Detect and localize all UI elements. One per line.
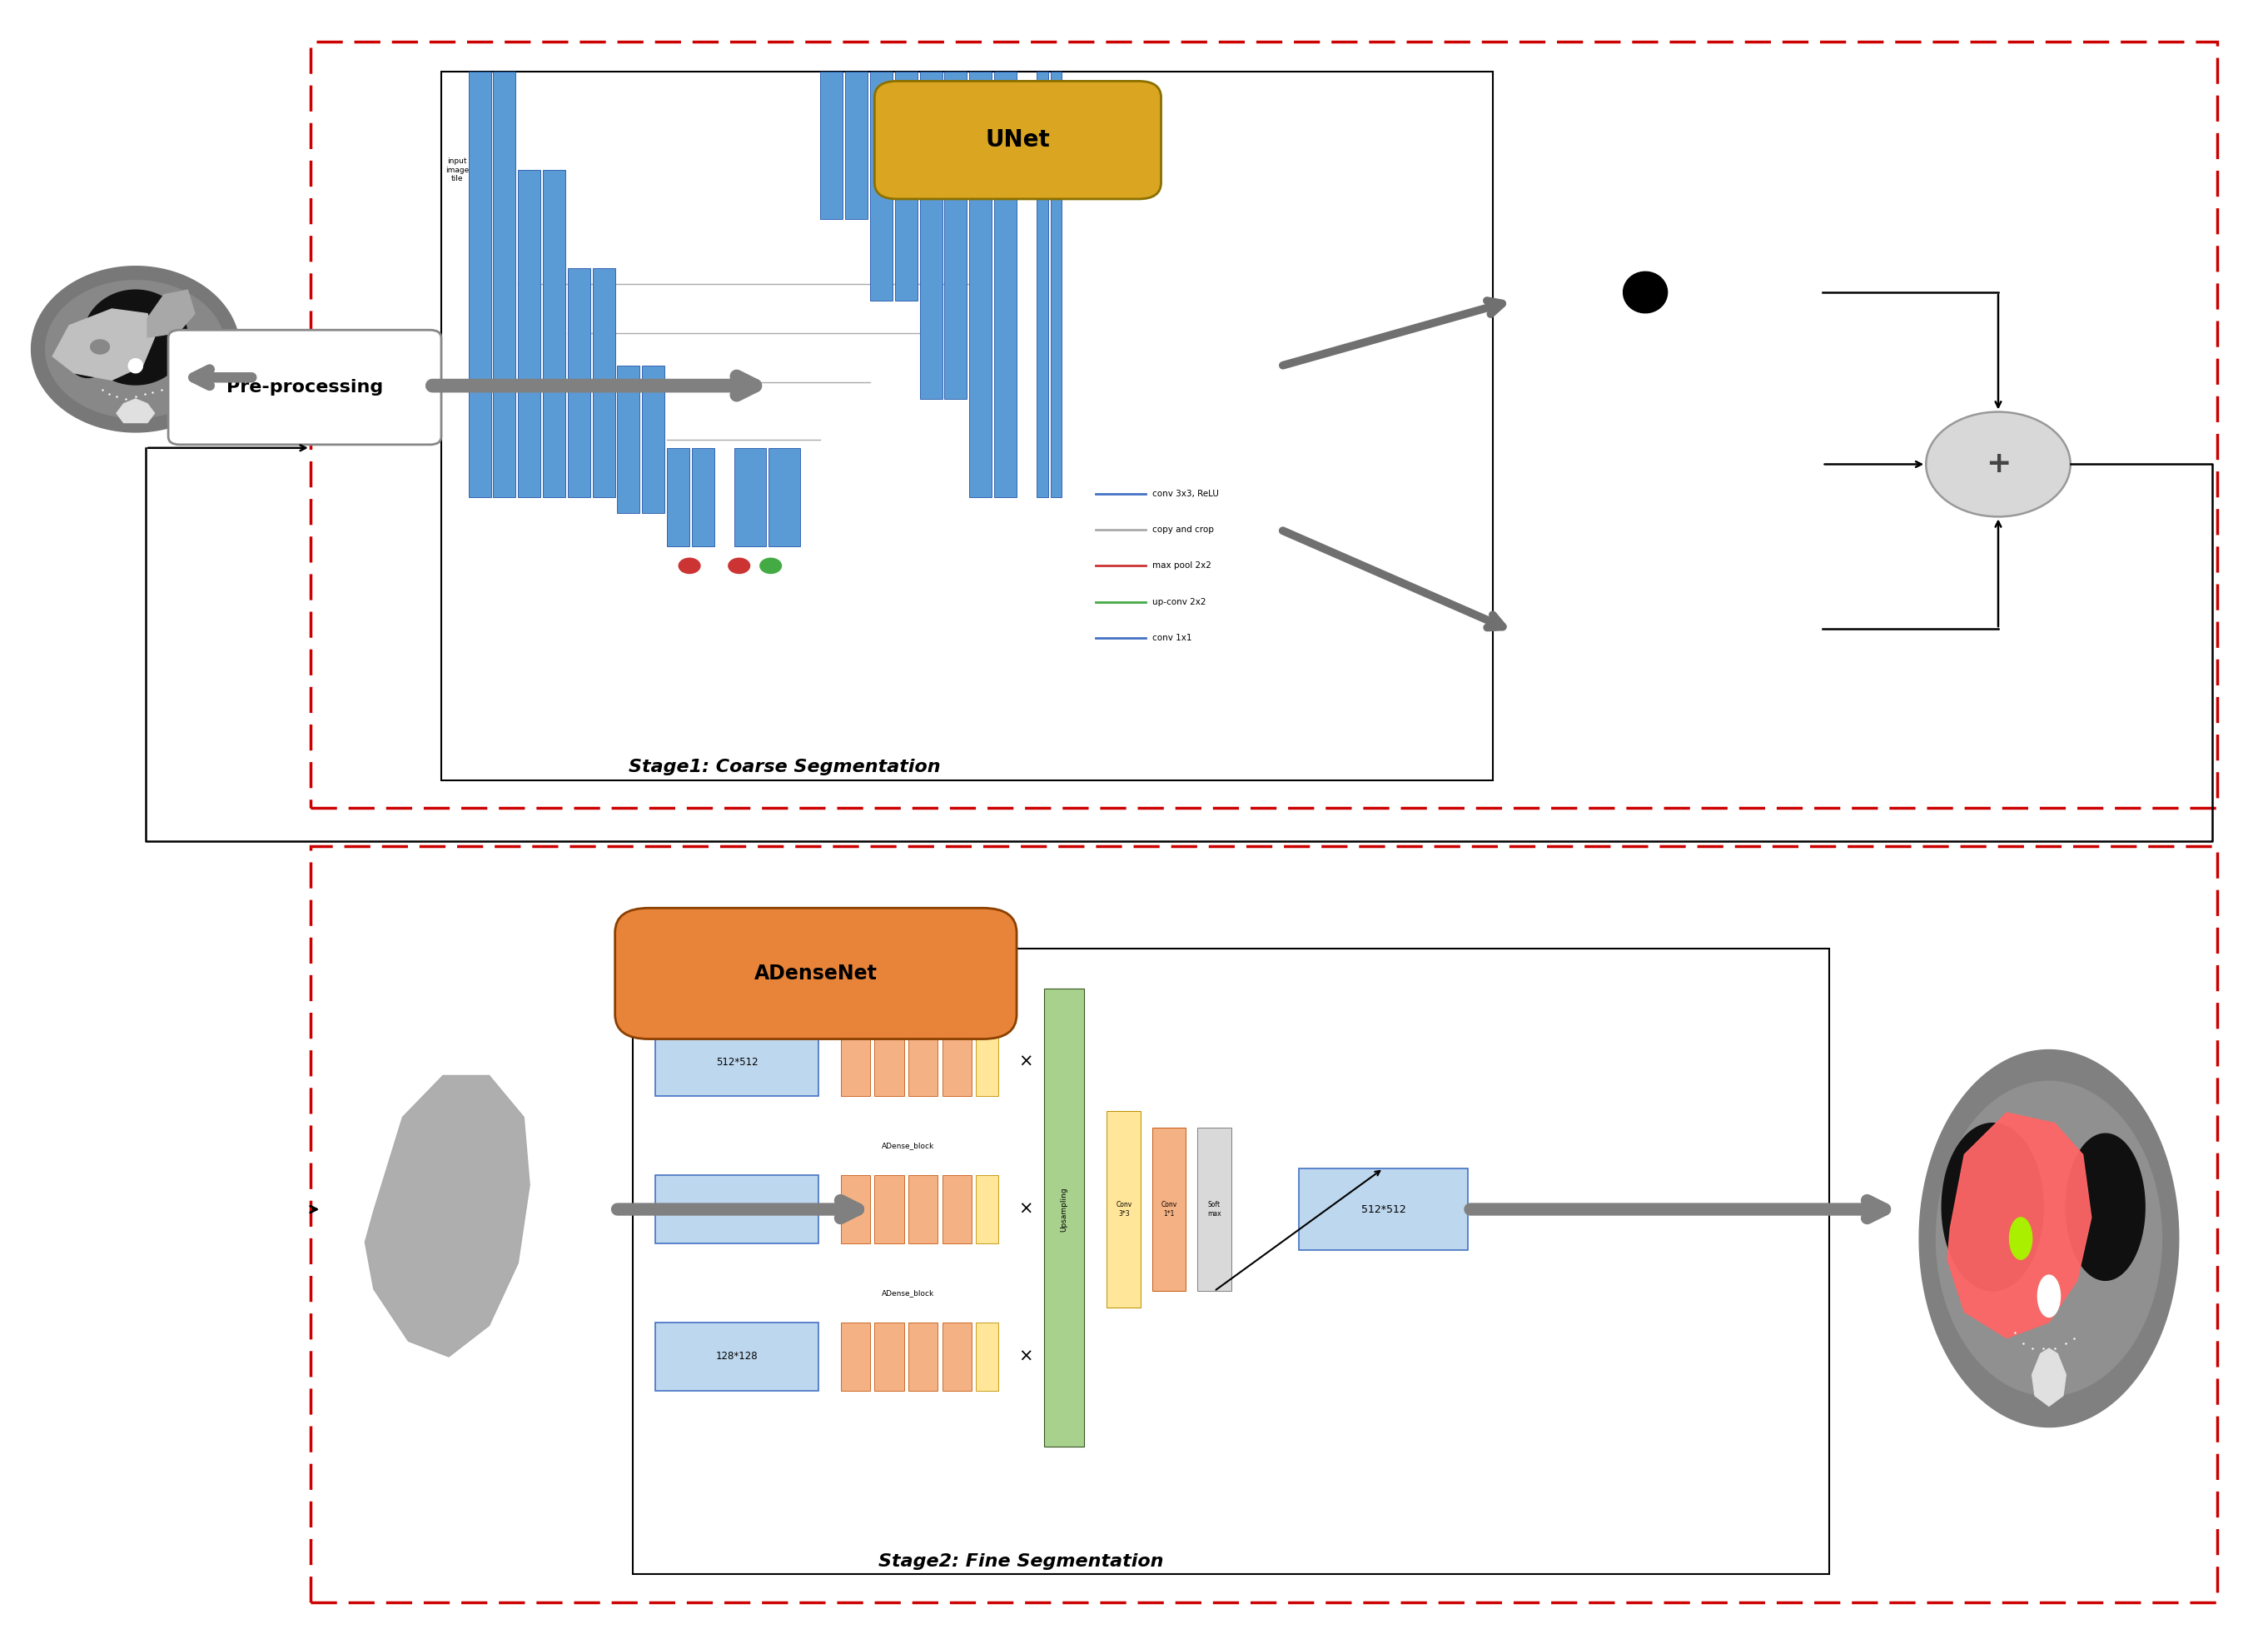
FancyBboxPatch shape bbox=[735, 449, 767, 546]
FancyBboxPatch shape bbox=[1300, 1169, 1467, 1250]
Text: copy and crop: copy and crop bbox=[1152, 526, 1213, 534]
Circle shape bbox=[728, 557, 751, 574]
FancyBboxPatch shape bbox=[841, 1174, 871, 1243]
Text: Pre-processing: Pre-processing bbox=[227, 379, 383, 396]
Text: 256*256: 256*256 bbox=[717, 1204, 758, 1215]
FancyBboxPatch shape bbox=[1043, 988, 1084, 1446]
FancyBboxPatch shape bbox=[841, 1322, 871, 1392]
Text: 128*128: 128*128 bbox=[717, 1351, 758, 1362]
FancyBboxPatch shape bbox=[642, 366, 665, 513]
FancyBboxPatch shape bbox=[941, 1027, 971, 1097]
FancyBboxPatch shape bbox=[941, 1174, 971, 1243]
FancyBboxPatch shape bbox=[615, 909, 1016, 1039]
Text: UNet: UNet bbox=[984, 129, 1050, 152]
Text: input
image
tile: input image tile bbox=[445, 158, 469, 183]
FancyBboxPatch shape bbox=[919, 71, 941, 399]
FancyBboxPatch shape bbox=[769, 449, 801, 546]
FancyBboxPatch shape bbox=[442, 71, 1492, 780]
Text: ADenseNet: ADenseNet bbox=[755, 963, 878, 983]
FancyBboxPatch shape bbox=[968, 71, 991, 496]
FancyBboxPatch shape bbox=[492, 71, 515, 496]
FancyBboxPatch shape bbox=[655, 1174, 819, 1243]
FancyBboxPatch shape bbox=[469, 71, 490, 496]
FancyBboxPatch shape bbox=[896, 71, 916, 300]
FancyBboxPatch shape bbox=[1036, 71, 1048, 496]
Text: Stage2: Fine Segmentation: Stage2: Fine Segmentation bbox=[878, 1553, 1163, 1570]
FancyBboxPatch shape bbox=[633, 948, 1828, 1575]
Text: Conv
1*1: Conv 1*1 bbox=[1161, 1200, 1177, 1217]
FancyBboxPatch shape bbox=[517, 170, 540, 496]
Text: Atten._block: Atten._block bbox=[885, 994, 932, 1003]
Text: ×: × bbox=[1018, 1054, 1032, 1070]
Text: +: + bbox=[1984, 450, 2012, 478]
Text: ADense_block: ADense_block bbox=[882, 1290, 934, 1296]
FancyBboxPatch shape bbox=[941, 1322, 971, 1392]
FancyBboxPatch shape bbox=[975, 1174, 998, 1243]
FancyBboxPatch shape bbox=[1107, 1111, 1141, 1308]
FancyBboxPatch shape bbox=[909, 1027, 937, 1097]
Text: Stage1: Coarse Segmentation: Stage1: Coarse Segmentation bbox=[628, 759, 941, 775]
Text: up-conv 2x2: up-conv 2x2 bbox=[1152, 597, 1207, 605]
Text: Conv
3*3: Conv 3*3 bbox=[1116, 1200, 1132, 1217]
FancyBboxPatch shape bbox=[841, 1027, 871, 1097]
Text: Soft
max: Soft max bbox=[1207, 1200, 1220, 1217]
Text: conv 3x3, ReLU: conv 3x3, ReLU bbox=[1152, 490, 1218, 498]
Text: 512*512: 512*512 bbox=[717, 1057, 758, 1067]
FancyBboxPatch shape bbox=[875, 81, 1161, 200]
FancyBboxPatch shape bbox=[993, 71, 1016, 496]
Text: ×: × bbox=[1018, 1349, 1032, 1365]
FancyBboxPatch shape bbox=[692, 449, 714, 546]
Text: output
segmentation
map: output segmentation map bbox=[1023, 158, 1075, 183]
Text: conv 1x1: conv 1x1 bbox=[1152, 633, 1191, 641]
Circle shape bbox=[678, 557, 701, 574]
FancyBboxPatch shape bbox=[943, 71, 966, 399]
FancyBboxPatch shape bbox=[592, 267, 615, 496]
FancyBboxPatch shape bbox=[875, 1174, 905, 1243]
FancyBboxPatch shape bbox=[909, 1174, 937, 1243]
FancyBboxPatch shape bbox=[567, 267, 590, 496]
FancyBboxPatch shape bbox=[168, 330, 442, 445]
Text: ADense_block: ADense_block bbox=[882, 1141, 934, 1149]
FancyBboxPatch shape bbox=[846, 71, 869, 219]
FancyBboxPatch shape bbox=[909, 1322, 937, 1392]
FancyBboxPatch shape bbox=[1152, 1128, 1186, 1291]
FancyBboxPatch shape bbox=[617, 366, 640, 513]
FancyBboxPatch shape bbox=[542, 170, 565, 496]
FancyBboxPatch shape bbox=[875, 1027, 905, 1097]
Circle shape bbox=[1926, 412, 2071, 516]
FancyBboxPatch shape bbox=[667, 449, 689, 546]
FancyBboxPatch shape bbox=[975, 1322, 998, 1392]
FancyBboxPatch shape bbox=[1050, 71, 1061, 496]
FancyBboxPatch shape bbox=[875, 1322, 905, 1392]
FancyBboxPatch shape bbox=[871, 71, 894, 300]
FancyBboxPatch shape bbox=[655, 1027, 819, 1097]
FancyBboxPatch shape bbox=[655, 1322, 819, 1392]
Circle shape bbox=[760, 557, 782, 574]
FancyBboxPatch shape bbox=[821, 71, 844, 219]
FancyBboxPatch shape bbox=[975, 1027, 998, 1097]
FancyBboxPatch shape bbox=[1198, 1128, 1232, 1291]
Text: ×: × bbox=[1018, 1200, 1032, 1217]
Text: max pool 2x2: max pool 2x2 bbox=[1152, 562, 1211, 571]
Text: Upsampling: Upsampling bbox=[1061, 1187, 1068, 1232]
Text: 512*512: 512*512 bbox=[1361, 1204, 1406, 1215]
